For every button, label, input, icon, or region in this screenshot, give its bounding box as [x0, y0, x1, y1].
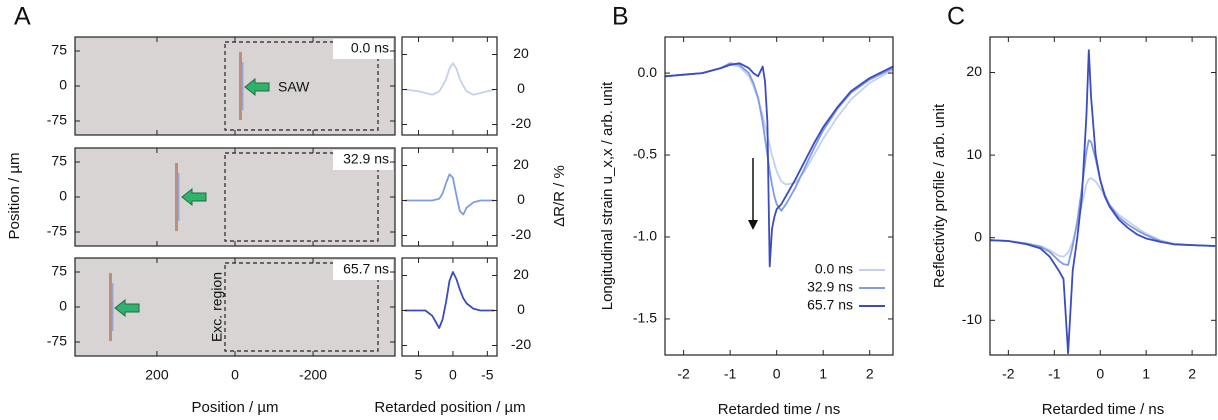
- y-tick-label: 20: [966, 63, 982, 79]
- y-axis-label: ΔR/R / %: [551, 165, 568, 227]
- x-tick-label: 0: [231, 367, 239, 383]
- plot-frame: [401, 36, 498, 136]
- plot-frame: [664, 36, 894, 356]
- legend-label: 0.0 ns: [815, 261, 853, 277]
- line-series: [664, 62, 894, 268]
- x-tick-label: 2: [866, 366, 874, 382]
- line-series: [404, 173, 495, 216]
- y-tick-label: 10: [966, 146, 982, 162]
- y-tick-label: -75: [47, 112, 67, 128]
- time-label-bg: [333, 39, 393, 59]
- line-series: [664, 64, 894, 186]
- y-tick-label: 75: [51, 153, 67, 169]
- x-tick-label: -2: [1002, 366, 1015, 382]
- line-series: [404, 271, 495, 329]
- saw-streak-blue: [178, 173, 180, 221]
- saw-arrow: [114, 298, 140, 318]
- y-tick-label: -1.5: [633, 310, 657, 326]
- excitation-region: [224, 41, 379, 131]
- excitation-region: [224, 262, 379, 352]
- panel-label: C: [947, 3, 965, 31]
- legend-label: 32.9 ns: [807, 279, 853, 295]
- x-tick-label: -200: [299, 367, 327, 383]
- y-tick-label: -20: [511, 115, 531, 131]
- time-label: 65.7 ns: [343, 261, 389, 277]
- x-tick-label: 0: [1096, 366, 1104, 382]
- x-tick-label: 5: [415, 367, 423, 383]
- saw-streak: [239, 52, 242, 120]
- time-label: 32.9 ns: [343, 151, 389, 167]
- x-tick-label: -2: [677, 366, 690, 382]
- saw-streak: [175, 163, 178, 231]
- x-tick-label: 0: [773, 366, 781, 382]
- x-tick-label: 1: [1142, 366, 1150, 382]
- x-axis-label: Retarded time / ns: [1042, 401, 1165, 418]
- time-label: 0.0 ns: [351, 40, 389, 56]
- plot-frame: [401, 257, 498, 357]
- y-axis-label: Longitudinal strain u_x,x / arb. unit: [599, 81, 616, 310]
- y-tick-label: -20: [511, 226, 531, 242]
- y-tick-label: 0: [59, 77, 67, 93]
- y-tick-label: 0: [517, 191, 525, 207]
- excitation-region: [224, 152, 379, 242]
- x-tick-label: -1: [724, 366, 737, 382]
- line-series: [989, 139, 1216, 266]
- y-axis-label: Reflectivity profile / arb. unit: [931, 103, 948, 288]
- x-tick-label: -1: [1048, 366, 1061, 382]
- time-label-bg: [333, 150, 393, 170]
- x-tick-label: -5: [481, 367, 494, 383]
- y-tick-label: -0.5: [633, 146, 657, 162]
- y-tick-label: 0: [59, 188, 67, 204]
- y-tick-label: 0: [517, 301, 525, 317]
- x-axis-label: Position / µm: [191, 399, 278, 416]
- x-axis-label: Retarded position / µm: [374, 399, 525, 416]
- y-tick-label: 75: [51, 42, 67, 58]
- saw-streak-blue: [242, 62, 244, 110]
- y-tick-label: 20: [513, 45, 529, 61]
- y-tick-label: 75: [51, 263, 67, 279]
- x-tick-label: 2: [1188, 366, 1196, 382]
- x-axis-label: Retarded time / ns: [718, 401, 841, 418]
- x-tick-label: 1: [819, 366, 827, 382]
- y-tick-label: -1.0: [633, 228, 657, 244]
- x-tick-label: 200: [145, 367, 169, 383]
- y-axis-label: Position / µm: [6, 152, 23, 239]
- y-tick-label: 0.0: [638, 64, 658, 80]
- saw-arrow: [244, 77, 270, 97]
- line-series: [989, 49, 1216, 355]
- legend-label: 65.7 ns: [807, 297, 853, 313]
- x-tick-label: 0: [449, 367, 457, 383]
- saw-streak-blue: [112, 283, 114, 331]
- line-series: [404, 62, 495, 96]
- y-tick-label: 0: [59, 298, 67, 314]
- saw-arrow: [181, 187, 207, 207]
- y-tick-label: 0: [517, 80, 525, 96]
- saw-streak: [109, 273, 112, 341]
- panel-label: A: [14, 3, 31, 31]
- y-tick-label: -10: [962, 311, 982, 327]
- annotation: SAW: [278, 79, 310, 95]
- y-tick-label: 0: [974, 228, 982, 244]
- panel-label: B: [612, 3, 629, 31]
- y-tick-label: 20: [513, 266, 529, 282]
- y-tick-label: -75: [47, 223, 67, 239]
- line-series: [664, 62, 894, 212]
- annotation: Exc. region: [209, 272, 225, 342]
- y-tick-label: -75: [47, 333, 67, 349]
- line-series: [989, 177, 1216, 258]
- time-label-bg: [333, 260, 393, 280]
- plot-frame: [989, 36, 1217, 356]
- y-tick-label: -20: [511, 336, 531, 352]
- y-tick-label: 20: [513, 156, 529, 172]
- plot-frame: [401, 147, 498, 247]
- trend-arrow-head: [748, 220, 758, 230]
